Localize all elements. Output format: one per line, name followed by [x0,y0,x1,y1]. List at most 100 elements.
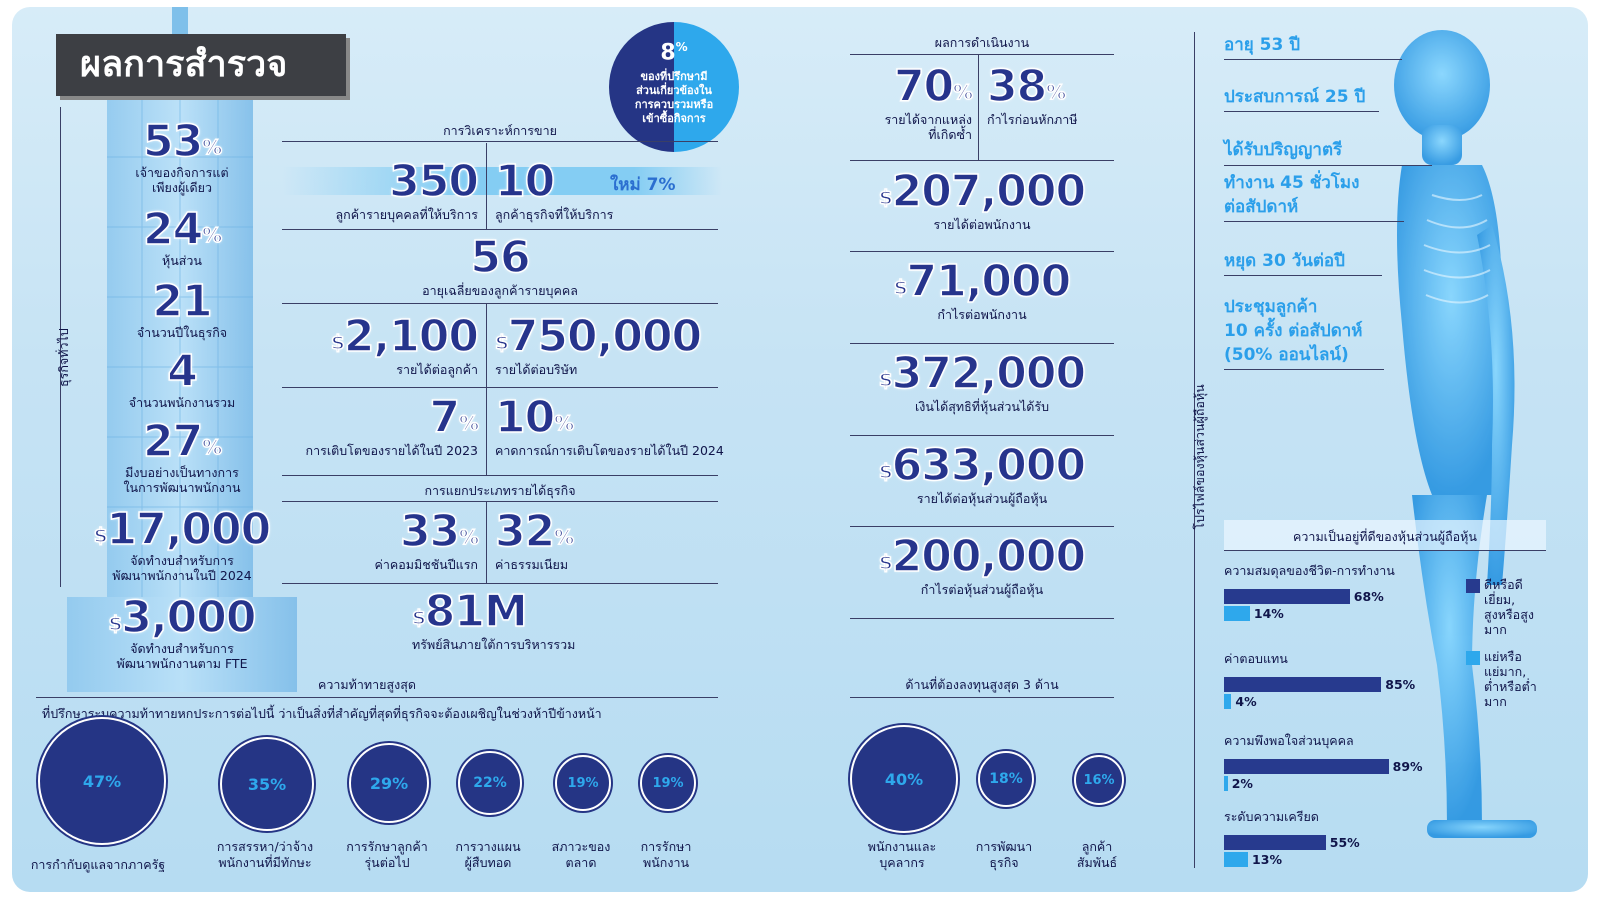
bar-value-label: 68% [1353,589,1384,604]
challenge-circle: 29% [349,743,429,823]
tower-stats: 53% เจ้าของกิจการแต่ เพียงผู้เดียว 24% ห… [92,116,272,675]
bar-value-label: 4% [1235,694,1257,709]
divider [978,54,979,160]
divider [282,475,718,476]
investment-circle: 40% [850,725,958,833]
divider [1224,165,1432,166]
divider [1224,550,1546,551]
bar-bad [1224,852,1249,867]
stat-budget-fte: $3,000 จัดทำงบสำหรับการ พัฒนาพนักงานตาม … [108,592,257,671]
stat-training-budget: 27% มีงบอย่างเป็นทางการ ในการพัฒนาพนักงา… [123,416,241,495]
stat-growth-2024: 10% คาดการณ์การเติบโตของรายได้ในปี 2024 [494,392,724,458]
ma-badge: 8% ของที่ปรึกษามี ส่วนเกี่ยวข้องใน การคว… [609,22,739,152]
divider [282,229,718,230]
stat-rev-per-client: $2,100 รายได้ต่อลูกค้า [330,311,479,377]
legend-swatch-bad [1466,651,1480,665]
bar-good [1224,589,1350,604]
stat-fees: 32% ค่าธรรมเนียม [494,506,575,572]
bar-value-label: 89% [1392,759,1423,774]
stat-partner-income: $372,000 เงินได้สุทธิที่หุ้นส่วนได้รับ [878,348,1087,414]
title-box: ผลการสำรวจ [56,34,346,96]
investment-label: ลูกค้า สัมพันธ์ [1076,839,1118,870]
bar-good [1224,677,1382,692]
badge-text: ของที่ปรึกษามี ส่วนเกี่ยวข้องใน การควบรว… [634,70,714,125]
divider [850,251,1114,252]
legend-good: ดีหรือดี เยี่ยม, สูงหรือสูง มาก [1484,577,1534,637]
profile-hours: ทำงาน 45 ชั่วโมง ต่อสัปดาห์ [1224,173,1360,217]
profile-experience: ประสบการณ์ 25 ปี [1224,87,1366,107]
challenge-circle: 47% [38,717,166,845]
investment-label: พนักงานและ บุคลากร [867,839,937,870]
divider [1224,369,1384,370]
chart-title-band [1224,520,1546,550]
bar-good [1224,835,1326,850]
divider [36,697,718,698]
divider [850,54,1114,55]
new-clients-label: ใหม่ 7% [610,175,676,195]
divider [1224,221,1404,222]
legend-swatch-good [1466,579,1480,593]
divider [1194,32,1195,868]
profile-vacation: หยุด 30 วันต่อปี [1224,251,1345,271]
chart-category-label: ความพึงพอใจส่วนบุคคล [1224,733,1354,748]
divider [850,526,1114,527]
stat-individual-clients: 350 ลูกค้ารายบุคคลที่ให้บริการ [335,156,479,222]
stat-rev-per-partner: $633,000 รายได้ต่อหุ้นส่วนผู้ถือหุ้น [878,440,1087,506]
profile-age: อายุ 53 ปี [1224,35,1301,55]
divider [282,303,718,304]
challenge-label: การรักษา พนักงาน [640,839,692,870]
challenge-circle: 22% [458,751,522,815]
challenges-subheading: ที่ปรึกษาระบุความท้าทายหกประการต่อไปนี้ … [42,706,602,721]
challenge-label: การกำกับดูแลจากภาครัฐ [30,857,166,872]
divider [282,501,718,502]
profile-degree: ได้รับปริญญาตรี [1224,140,1343,160]
page-title: ผลการสำรวจ [80,44,288,85]
stat-partners: 24% หุ้นส่วน [142,204,223,268]
skeleton-illustration [1394,30,1537,838]
divider [1224,275,1382,276]
investment-circle: 16% [1074,755,1124,805]
divider [850,343,1114,344]
bar-bad [1224,694,1232,709]
challenge-circle: 19% [555,755,611,811]
stat-avg-age: 56 อายุเฉลี่ยของลูกค้ารายบุคคล [422,232,578,298]
chart-category-label: ค่าตอบแทน [1224,651,1288,666]
stat-rev-per-employee: $207,000 รายได้ต่อพนักงาน [878,166,1087,232]
divider [282,141,718,142]
legend-bad: แย่หรือ แย่มาก, ต่ำหรือต่ำ มาก [1484,649,1537,709]
chart-title: ความเป็นอยู่ที่ดีของหุ้นส่วนผู้ถือหุ้น [1293,529,1477,544]
stat-business-clients: 10 ลูกค้าธุรกิจที่ให้บริการ [494,156,614,222]
stat-profit-per-partner: $200,000 กำไรต่อหุ้นส่วนผู้ถือหุ้น [878,531,1087,597]
divider [486,303,487,475]
investment-circle: 18% [978,751,1034,807]
divider [282,583,718,584]
tower-illustration [67,7,297,692]
stat-first-year: 33% ค่าคอมมิชชันปีแรก [374,506,479,572]
bar-value-label: 14% [1253,606,1284,621]
divider [850,618,1114,619]
bar-value-label: 55% [1329,835,1360,850]
challenge-label: การรักษาลูกค้า รุ่นต่อไป [346,839,428,870]
challenges-heading: ความท้าทายสูงสุด [318,677,416,692]
bar-bad [1224,776,1228,791]
divider [486,501,487,583]
highlight-band [282,167,722,195]
divider [850,697,1114,698]
stat-pretax: 38% กำไรก่อนหักภาษี [986,61,1078,127]
bar-value-label: 2% [1231,776,1253,791]
stat-sole-owner: 53% เจ้าของกิจการแต่ เพียงผู้เดียว [135,116,229,195]
divider [850,160,1114,161]
stat-recurring: 70% รายได้จากแหล่ง ที่เกิดซ้ำ [884,61,974,142]
stat-aum: $81M ทรัพย์สินภายใต้การบริหารรวม [411,586,576,652]
revenue-heading: การแยกประเภทรายได้ธุรกิจ [424,483,576,498]
challenge-circle: 19% [640,755,696,811]
stat-years: 21 จำนวนปีในธุรกิจ [136,276,228,340]
investment-label: การพัฒนา ธุรกิจ [975,839,1033,870]
bar-good [1224,759,1389,774]
challenge-circle: 35% [220,737,314,831]
divider [60,107,61,587]
stat-profit-per-employee: $71,000 กำไรต่อพนักงาน [893,256,1072,322]
performance-heading: ผลการดำเนินงาน [934,35,1030,50]
profile-meetings: ประชุมลูกค้า 10 ครั้ง ต่อสัปดาห์ (50% ออ… [1224,297,1363,365]
stat-rev-per-company: $750,000 รายได้ต่อบริษัท [494,311,703,377]
